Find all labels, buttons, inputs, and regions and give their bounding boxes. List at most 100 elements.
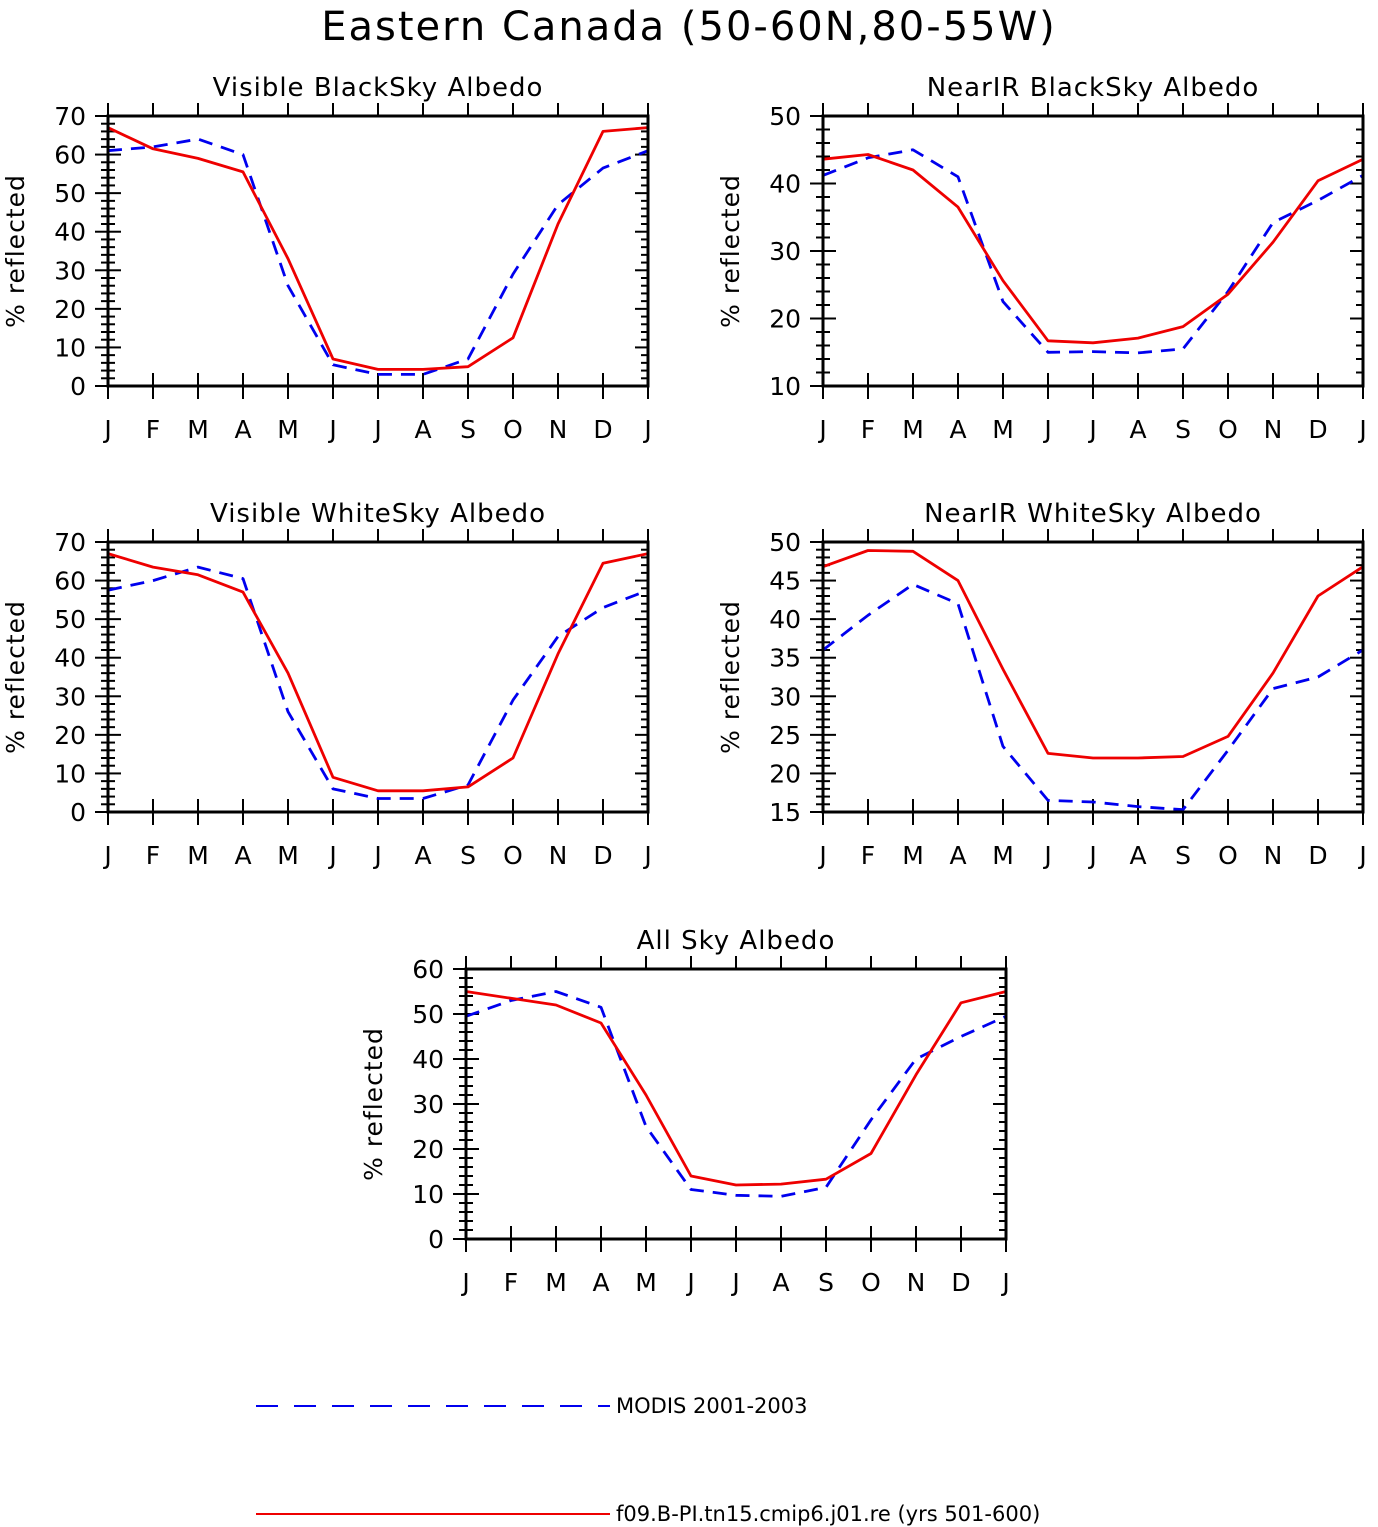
chart-2-xtick-label: J (327, 841, 336, 870)
chart-2-series-modis-2001-2003 (107, 565, 649, 800)
chart-4-title: All Sky Albedo (637, 926, 836, 956)
chart-1-xtick-label: M (902, 415, 924, 444)
chart-0-series-modis-2001-2003 (107, 137, 649, 376)
chart-1-xtick-label: J (817, 415, 826, 444)
chart-0-xtick-label: A (234, 415, 251, 444)
chart-1-xtick-label: A (1129, 415, 1146, 444)
chart-3-xtick-label: S (1175, 841, 1191, 870)
chart-3-ylabel: % reflected (716, 600, 745, 754)
chart-0-series-f09-b-pi-tn15-cmip6-j01-re-yrs-501-600 (107, 126, 649, 371)
chart-4-ytick-label: 50 (412, 1000, 444, 1029)
chart-4-ytick-label: 20 (412, 1135, 444, 1164)
chart-0-frame (106, 114, 650, 388)
chart-3-ytick-label: 50 (769, 528, 801, 557)
chart-3-ytick-label: 35 (769, 644, 801, 673)
chart-4-xtick-label: M (545, 1268, 567, 1297)
chart-1-xtick-label: J (1042, 415, 1051, 444)
chart-0-xtick-label: M (187, 415, 209, 444)
chart-3-xtick-label: N (1264, 841, 1283, 870)
chart-4-ytick-label: 10 (412, 1180, 444, 1209)
chart-0-ytick-label: 60 (54, 141, 86, 170)
chart-0-xtick-label: J (642, 415, 651, 444)
panel-all-sky: All Sky Albedo % reflected 0 10 20 30 40 50 60 J F… (359, 926, 1010, 1297)
chart-4-xtick-label: M (635, 1268, 657, 1297)
chart-3-xtick-label: J (1087, 841, 1096, 870)
chart-4-ytick-label: 60 (412, 955, 444, 984)
chart-3-series-f09-b-pi-tn15-cmip6-j01-re-yrs-501-600 (822, 549, 1364, 760)
chart-3-ytick-label: 15 (769, 798, 801, 827)
chart-3-xtick-label: J (817, 841, 826, 870)
chart-2-xtick-label: M (277, 841, 299, 870)
chart-0-xtick-label: O (503, 415, 523, 444)
chart-1-ytick-label: 20 (769, 305, 801, 334)
chart-3-xtick-label: M (992, 841, 1014, 870)
chart-0-ytick-label: 10 (54, 333, 86, 362)
chart-1-ytick-label: 10 (769, 372, 801, 401)
chart-0-ytick-label: 40 (54, 218, 86, 247)
chart-2-xtick-label: M (187, 841, 209, 870)
chart-2-ytick-label: 40 (54, 644, 86, 673)
chart-2-ytick-label: 70 (54, 528, 86, 557)
chart-2-xtick-label: A (414, 841, 431, 870)
chart-1-title: NearIR BlackSky Albedo (927, 73, 1260, 103)
chart-2-xtick-label: F (146, 841, 160, 870)
chart-4-ylabel: % reflected (359, 1027, 388, 1181)
chart-4-xtick-label: A (772, 1268, 789, 1297)
chart-2-xtick-label: J (102, 841, 111, 870)
chart-0-ticks (95, 103, 649, 399)
chart-2-series-f09-b-pi-tn15-cmip6-j01-re-yrs-501-600 (107, 552, 649, 793)
chart-2-xtick-label: J (642, 841, 651, 870)
chart-1-xtick-label: J (1087, 415, 1096, 444)
legend-label-modis: MODIS 2001-2003 (616, 1394, 807, 1418)
chart-4-xtick-label: J (460, 1268, 469, 1297)
chart-2-ylabel: % reflected (1, 600, 30, 754)
chart-4-frame (464, 967, 1008, 1241)
chart-2-xtick-label: S (460, 841, 476, 870)
main-title: Eastern Canada (50-60N,80-55W) (321, 4, 1057, 50)
chart-0-ytick-label: 0 (70, 372, 86, 401)
chart-2-xtick-label: J (372, 841, 381, 870)
chart-3-xtick-label: J (1042, 841, 1051, 870)
chart-4-ticks (453, 956, 1007, 1252)
chart-0-xtick-label: N (549, 415, 568, 444)
chart-4-ytick-label: 0 (428, 1225, 444, 1254)
chart-2-ytick-label: 30 (54, 682, 86, 711)
chart-3-xtick-label: M (902, 841, 924, 870)
chart-1-ylabel: % reflected (716, 174, 745, 328)
chart-0-xtick-label: M (277, 415, 299, 444)
chart-1-series-f09-b-pi-tn15-cmip6-j01-re-yrs-501-600 (822, 153, 1364, 345)
chart-1-series-modis-2001-2003 (822, 148, 1364, 355)
chart-0-xtick-label: J (372, 415, 381, 444)
chart-3-xtick-label: O (1218, 841, 1238, 870)
chart-3-ticks (810, 529, 1364, 825)
chart-1-xtick-label: S (1175, 415, 1191, 444)
chart-4-series-f09-b-pi-tn15-cmip6-j01-re-yrs-501-600 (465, 990, 1007, 1187)
panel-nearir-whitesky: NearIR WhiteSky Albedo % reflected 15 20 25 3… (716, 499, 1367, 870)
chart-4-xtick-label: D (951, 1268, 970, 1297)
chart-2-xtick-label: D (593, 841, 612, 870)
panel-visible-blacksky: Visible BlackSky Albedo % reflected 0 10 20 3… (1, 73, 652, 444)
chart-0-ytick-label: 70 (54, 102, 86, 131)
chart-2-ytick-label: 60 (54, 567, 86, 596)
chart-4-xtick-label: J (1000, 1268, 1009, 1297)
chart-3-ytick-label: 40 (769, 605, 801, 634)
chart-0-ytick-label: 50 (54, 179, 86, 208)
chart-1-xtick-label: N (1264, 415, 1283, 444)
chart-1-ticks (810, 103, 1364, 399)
chart-2-xtick-label: N (549, 841, 568, 870)
chart-1-xtick-label: M (992, 415, 1014, 444)
chart-4-xtick-label: A (592, 1268, 609, 1297)
chart-0-title: Visible BlackSky Albedo (213, 73, 544, 103)
legend: MODIS 2001-2003 f09.B-PI.tn15.cmip6.j01.… (256, 1394, 1040, 1526)
chart-3-ytick-label: 30 (769, 682, 801, 711)
chart-3-ytick-label: 45 (769, 567, 801, 596)
chart-2-ytick-label: 20 (54, 721, 86, 750)
chart-4-xtick-label: N (907, 1268, 926, 1297)
chart-0-xtick-label: F (146, 415, 160, 444)
panel-visible-whitesky: Visible WhiteSky Albedo % reflected 0 10 20 3… (1, 499, 652, 870)
chart-0-ytick-label: 20 (54, 295, 86, 324)
chart-0-ylabel: % reflected (1, 174, 30, 328)
chart-3-frame (821, 540, 1365, 814)
chart-0-xtick-label: S (460, 415, 476, 444)
chart-1-xtick-label: A (949, 415, 966, 444)
